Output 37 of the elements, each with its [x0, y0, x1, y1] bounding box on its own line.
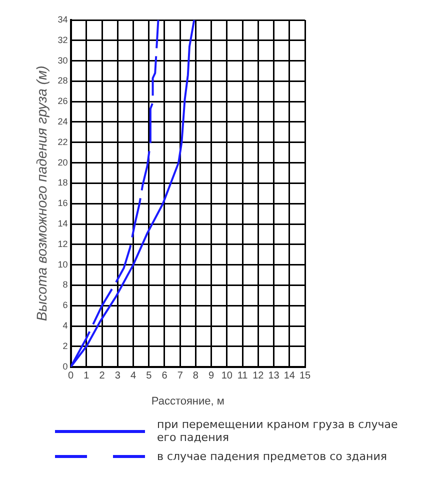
y-tick-label: 34: [58, 14, 68, 24]
y-tick-label: 18: [58, 178, 68, 188]
x-tick-label: 10: [221, 370, 233, 382]
x-tick-label: 2: [99, 370, 106, 382]
legend-label: в случае падения предметов со здания: [157, 450, 387, 463]
y-tick-label: 30: [58, 55, 68, 66]
y-tick-label: 26: [58, 96, 68, 106]
y-tick-label: 28: [58, 76, 68, 86]
y-tick-label: 6: [62, 300, 68, 310]
x-axis-title: Расстояние, м: [151, 395, 224, 408]
y-tick-label: 22: [58, 136, 68, 147]
x-tick-label: 9: [208, 370, 215, 382]
y-tick-label: 14: [58, 218, 68, 228]
y-tick-label: 10: [58, 259, 68, 270]
y-tick-label: 32: [58, 34, 68, 45]
y-tick-label: 20: [58, 157, 68, 168]
x-tick-label: 11: [237, 370, 248, 382]
x-tick-label: 6: [162, 370, 168, 382]
y-axis-title: Высота возможного падения груза (м): [33, 66, 50, 322]
y-tick-label: 2: [62, 340, 68, 351]
x-tick-label: 14: [284, 370, 296, 382]
x-tick-label: 8: [192, 370, 199, 382]
y-tick-label: 12: [58, 238, 68, 249]
x-tick-label: 3: [114, 370, 121, 382]
x-tick-label: 1: [84, 370, 90, 382]
x-tick-label: 5: [146, 370, 152, 382]
legend-label: при перемещении краном груза в случае его падения: [157, 418, 399, 444]
x-tick-label: 7: [177, 370, 184, 382]
y-tick-label: 8: [62, 280, 68, 290]
y-tick-label: 16: [58, 198, 68, 208]
y-tick-label: 24: [58, 116, 68, 126]
x-tick-label: 12: [252, 370, 264, 382]
y-tick-label: 0: [62, 361, 68, 372]
x-tick-label: 4: [130, 370, 136, 382]
y-tick-label: 4: [62, 320, 68, 330]
x-tick-label: 13: [268, 370, 280, 382]
x-tick-label: 15: [299, 370, 311, 382]
